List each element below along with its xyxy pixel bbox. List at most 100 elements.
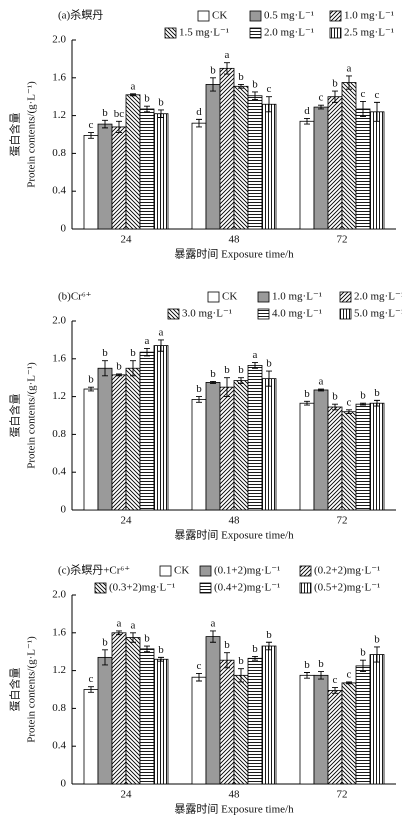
y-tick-label: 2.0 [52,34,66,46]
y-tick-label: 2.0 [52,589,66,601]
bar [97,123,113,230]
bar [341,82,357,230]
bar [111,126,127,230]
significance-letter: b [102,107,108,119]
legend-label: (0.5+2)mg·L⁻¹ [314,582,380,594]
significance-letter: a [225,49,230,61]
significance-letter: a [131,619,136,631]
bar [125,637,141,785]
error-bar [318,104,324,110]
significance-letter: b [102,347,108,359]
y-tick-label: 0 [61,504,67,516]
error-bar [238,83,244,89]
bar [327,96,343,230]
x-tick-label: 24 [121,789,133,801]
bar [261,378,277,511]
significance-letter: b [238,71,244,83]
error-bar [238,377,244,384]
bar [153,658,169,785]
significance-letter: c [197,660,202,672]
error-bar [304,400,310,406]
bar [233,674,249,785]
significance-letter: c [319,92,324,104]
y-axis-label: Protein contents/(g·L⁻¹) [26,362,38,469]
error-bar [360,402,366,406]
bar [205,636,221,785]
bar [205,84,221,230]
bar [247,95,263,230]
bar [83,135,99,230]
bar [355,108,371,230]
error-bar [266,96,272,113]
significance-letter: bc [114,108,125,120]
y-axis-label: 蛋白含量 [8,668,22,712]
legend-label: 5.0 mg·L⁻¹ [354,308,402,320]
x-tick-label: 24 [121,515,133,527]
bar [219,67,235,230]
y-tick-label: 2.0 [52,315,66,327]
bar [313,674,329,785]
y-tick-label: 0 [61,223,67,235]
significance-letter: b [374,387,380,399]
legend-swatch [199,582,212,594]
bar [327,690,343,785]
error-bar [102,649,108,666]
legend-swatch [249,10,262,22]
error-bar [158,339,164,352]
significance-letter: b [88,374,94,386]
error-bar [196,672,202,682]
significance-letter: a [131,80,136,92]
bar [355,665,371,785]
x-axis-label: 暴露时间 Exposure time/h [174,803,294,815]
bar [111,632,127,785]
significance-letter: c [347,396,352,408]
bar [191,676,207,785]
bar [355,403,371,511]
significance-letter: b [158,96,164,108]
legend-label: 1.0 mg·L⁻¹ [344,10,394,22]
bar [261,645,277,785]
legend-label: 1.0 mg·L⁻¹ [272,291,322,303]
legend-swatch [164,27,177,39]
y-tick-label: 1.6 [52,352,66,364]
error-bar [210,630,216,643]
significance-letter: b [210,64,216,76]
error-bar [196,396,202,403]
legend-label: 2.0 mg·L⁻¹ [354,291,402,303]
error-bar [318,388,324,392]
legend-swatch [167,308,180,320]
error-bar [158,109,164,118]
significance-letter: b [360,647,366,659]
bar [299,120,315,230]
error-bar [238,668,244,683]
y-tick-label: 0.4 [52,466,66,478]
legend-swatch [329,27,342,39]
error-bar [144,645,150,653]
significance-letter: a [159,326,164,338]
bar [341,682,357,785]
y-tick-label: 0 [61,778,67,790]
significance-letter: b [196,383,202,395]
bar [153,345,169,511]
error-bar [374,399,380,407]
legend-swatch [249,27,262,39]
legend-swatch [299,582,312,594]
significance-letter: a [253,349,258,361]
y-tick-label: 0.8 [52,147,66,159]
error-bar [102,360,108,377]
x-axis-label: 暴露时间 Exposure time/h [174,529,294,542]
y-tick-label: 0.8 [52,428,66,440]
error-bar [266,641,272,651]
panel-title: (c)杀螟丹+Cr⁶⁺ [58,563,130,577]
significance-letter: d [304,105,310,117]
error-bar [304,672,310,679]
legend-swatch [329,10,342,22]
legend-label: (0.4+2)mg·L⁻¹ [214,582,280,594]
error-bar [360,659,366,672]
bar [341,411,357,511]
bar [369,402,385,511]
error-bar [130,360,136,377]
x-tick-label: 24 [121,234,133,246]
significance-letter: b [144,93,150,105]
bar [111,374,127,511]
